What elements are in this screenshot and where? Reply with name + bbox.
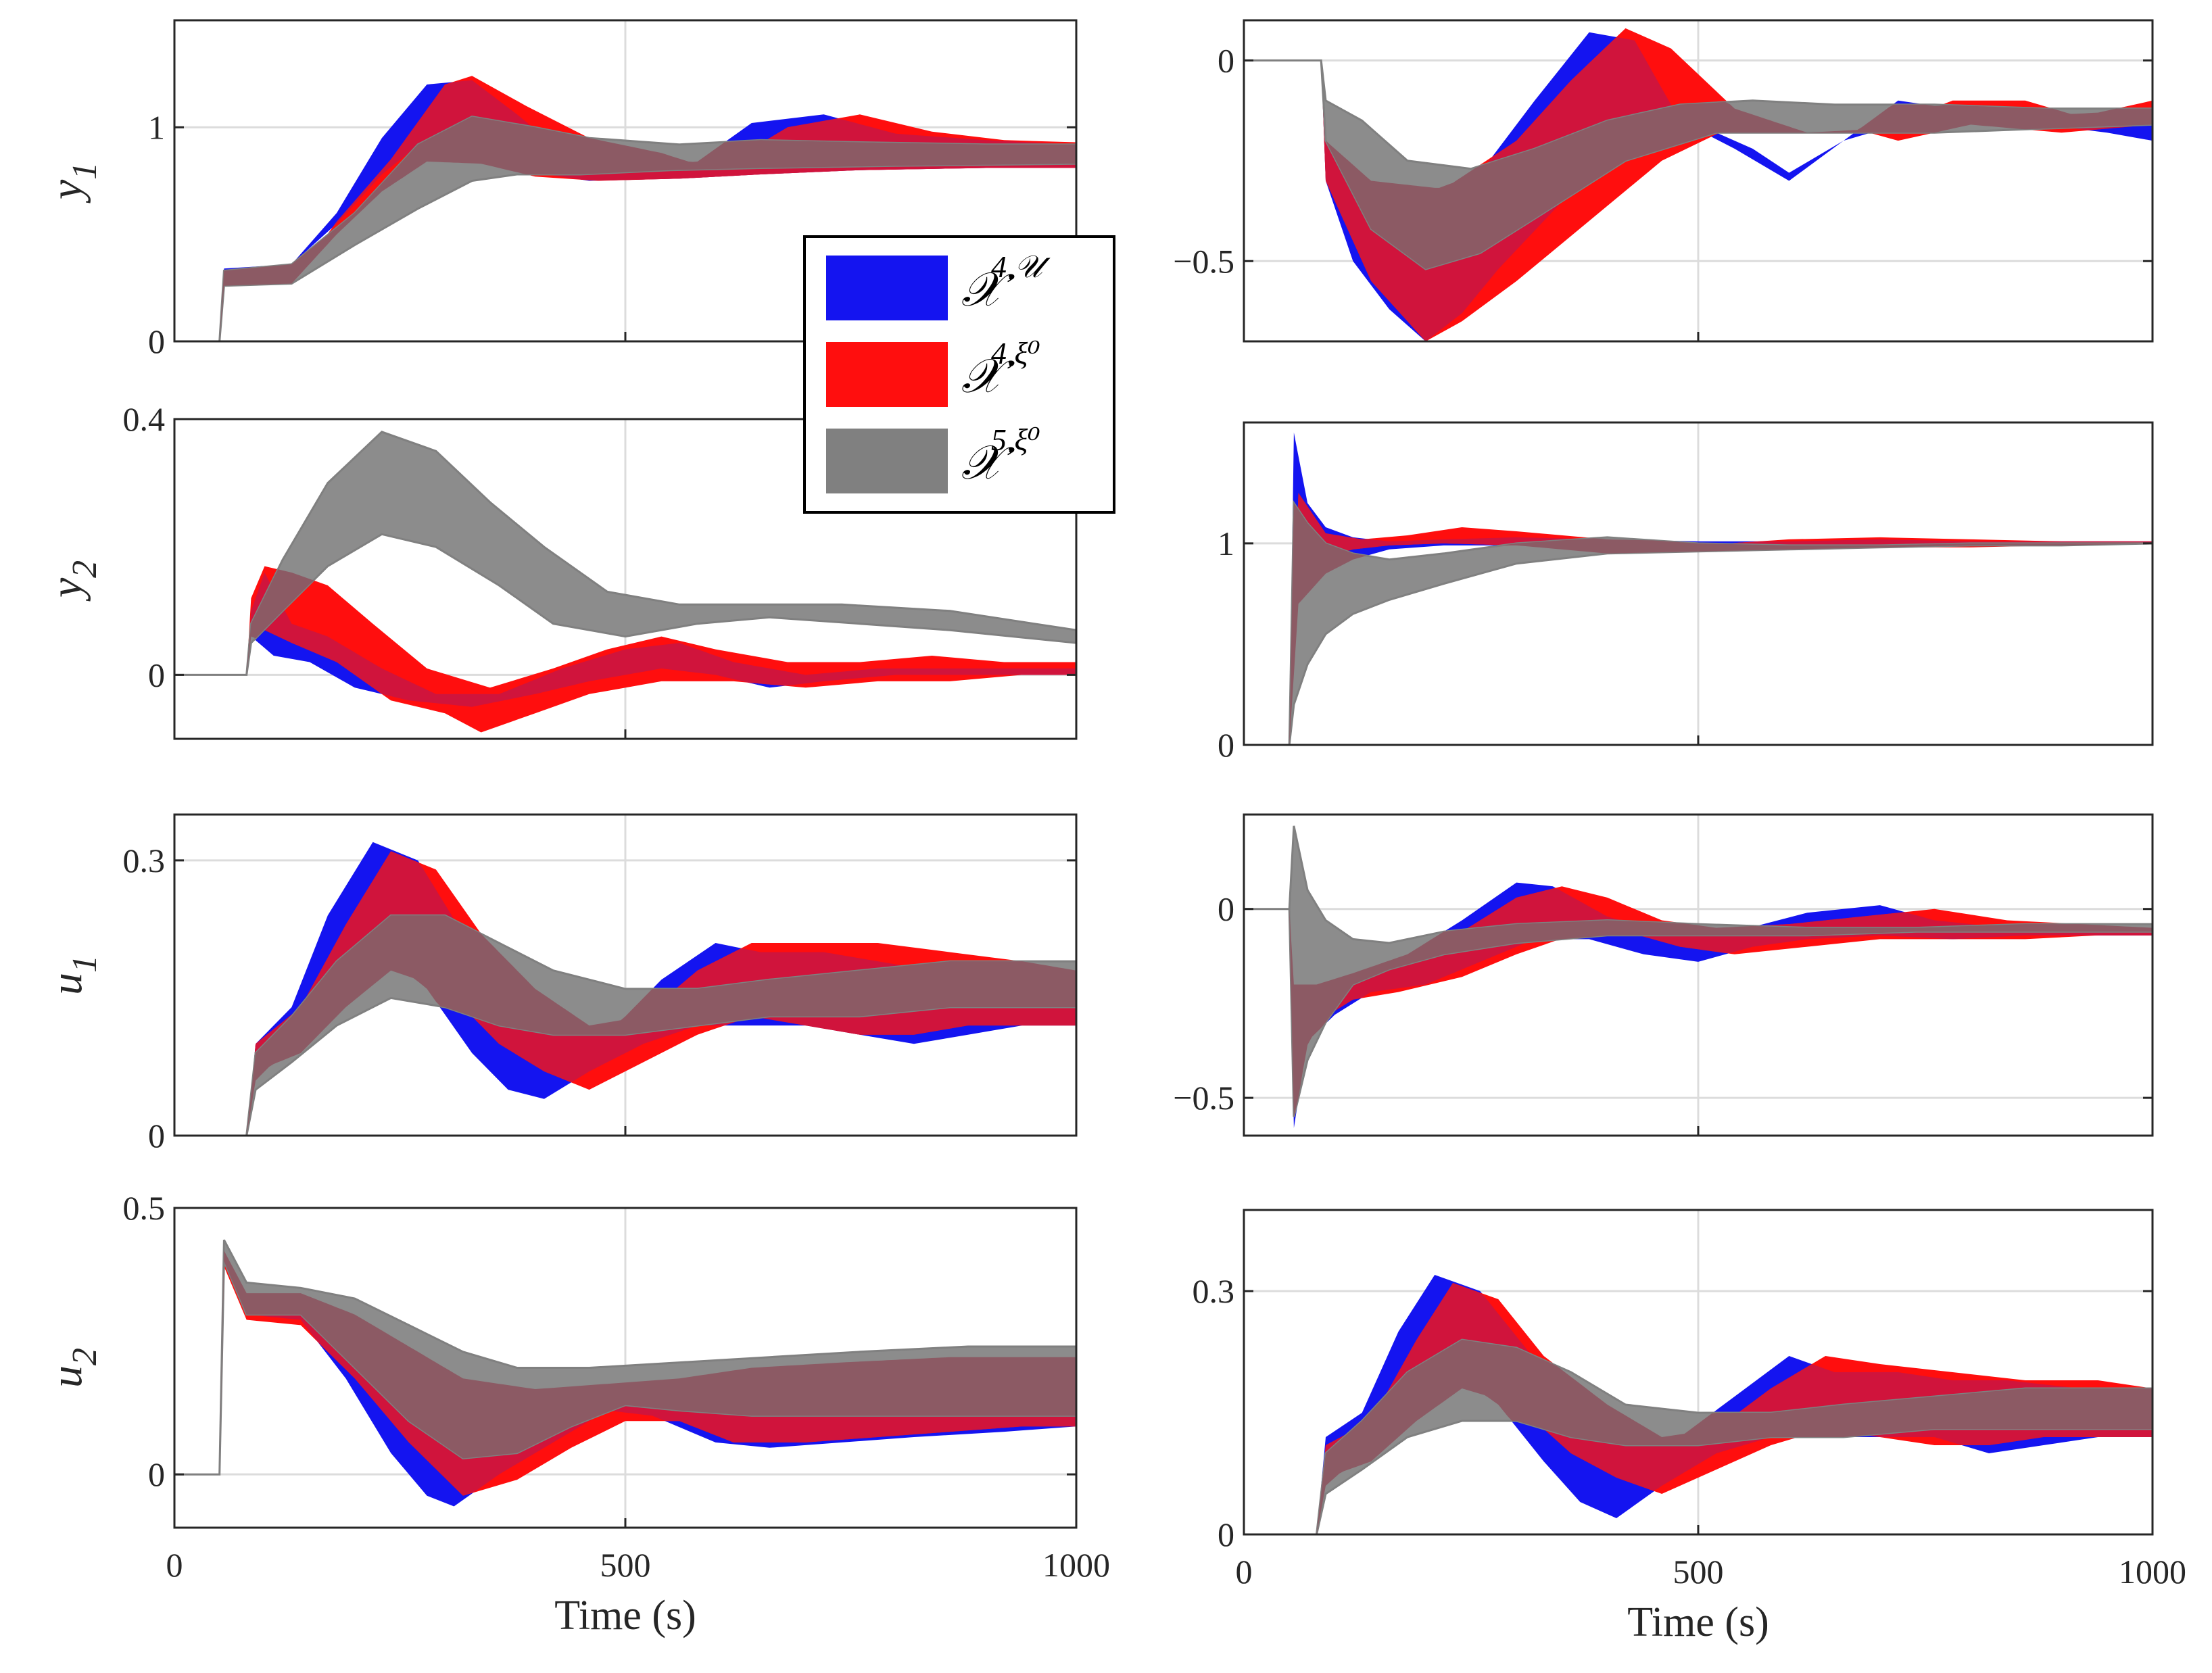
r4-bands [1244, 1275, 2153, 1534]
subplot-u2: 0 0.5 0 500 1000 Time (s) u2 [42, 1189, 1110, 1639]
r2-ytick-label-1: 1 [1218, 525, 1234, 562]
r3-ytick-label-1: 0 [1218, 890, 1234, 928]
r3-ytick-label-0: −0.5 [1173, 1079, 1234, 1117]
u2-xtick-label-0: 0 [166, 1546, 183, 1584]
u1-band-overlap-gray [174, 915, 1076, 1136]
y2-ytick-label-1: 0.4 [123, 400, 166, 438]
y1-bands [174, 76, 1076, 341]
subplot-y1: 0 1 y1 [42, 19, 1078, 360]
legend-swatch-blue [826, 256, 948, 320]
u1-ytick-label-1: 0.3 [123, 842, 166, 879]
u2-band-x4-u [174, 1251, 1076, 1507]
y1-ytick-label-0: 0 [148, 322, 165, 360]
subplot-r1: −0.5 0 [1173, 19, 2154, 343]
u2-band-overlap [174, 1251, 1076, 1496]
r4-ytick-label-0: 0 [1218, 1516, 1234, 1553]
u1-ylabel: u1 [42, 955, 104, 995]
u1-bands [174, 842, 1076, 1136]
y2-band-x5-xi0 [174, 431, 1076, 676]
y2-bands [174, 431, 1076, 733]
legend-label-3-superscript: 5,ξ⁰ [991, 422, 1040, 457]
r2-bands [1244, 432, 2153, 745]
r4-xtick-label-0: 0 [1236, 1553, 1253, 1591]
r2-ytick-label-0: 0 [1218, 726, 1234, 764]
u2-ytick-label-1: 0.5 [123, 1189, 166, 1227]
subplot-r3: −0.5 0 [1173, 813, 2154, 1137]
y1-ylabel: y1 [42, 162, 104, 203]
u1-ytick-label-0: 0 [148, 1117, 165, 1155]
r4-band-overlap-gray [1244, 1340, 2153, 1534]
u2-xlabel: Time (s) [554, 1593, 696, 1639]
y1-ytick-label-1: 1 [148, 108, 165, 146]
legend-label-2-superscript: 4,ξ⁰ [991, 336, 1040, 370]
legend-label-1-superscript: 4,𝒰 [991, 249, 1051, 284]
r1-ytick-label-0: −0.5 [1173, 242, 1234, 280]
u2-ylabel: u2 [42, 1348, 104, 1388]
u2-band-overlap-gray [174, 1251, 1076, 1475]
r1-bands [1244, 28, 2153, 341]
r1-ytick-label-1: 0 [1218, 41, 1234, 79]
r4-xtick-label-2: 1000 [2119, 1553, 2186, 1591]
r3-bands [1244, 825, 2153, 1128]
r1-band-overlap-gray [1244, 60, 2153, 270]
legend: 𝒳 4,𝒰 𝒳 4,ξ⁰ 𝒳 5,ξ⁰ [803, 235, 1115, 514]
y2-ytick-label-0: 0 [148, 656, 165, 694]
u2-bands [174, 1239, 1076, 1507]
subplot-u1: 0 0.3 u1 [42, 813, 1078, 1155]
legend-swatch-red [826, 342, 948, 407]
y2-ylabel: y2 [42, 560, 104, 602]
subplot-r2: 01 [1218, 421, 2154, 764]
r4-xtick-label-1: 500 [1673, 1553, 1724, 1591]
u2-xtick-label-2: 1000 [1042, 1546, 1110, 1584]
subplot-y2: 0 0.4 y2 [42, 400, 1078, 740]
r4-xlabel: Time (s) [1627, 1599, 1769, 1645]
y2-band-overlap [174, 573, 1076, 707]
legend-swatch-gray [826, 429, 948, 493]
subplot-r4: 0 0.3 0 500 1000 Time (s) [1193, 1209, 2186, 1645]
r4-ytick-label-1: 0.3 [1193, 1272, 1235, 1310]
u2-xtick-label-1: 500 [600, 1546, 651, 1584]
u2-ytick-label-0: 0 [148, 1455, 165, 1493]
y1-band-overlap-gray [174, 116, 1076, 341]
r3-band-overlap-gray [1244, 908, 2153, 1117]
